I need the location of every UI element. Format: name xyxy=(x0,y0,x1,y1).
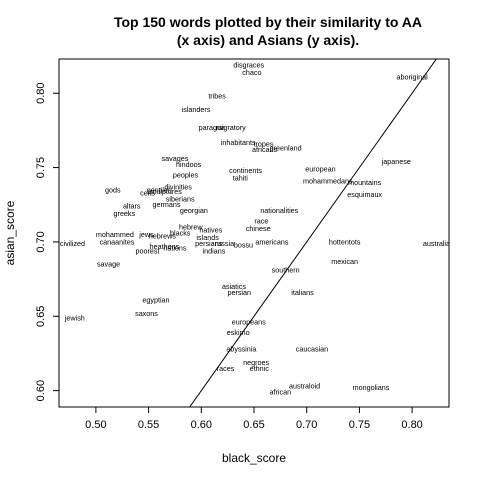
x-axis-title: black_score xyxy=(222,451,286,465)
point-label-natives: natives xyxy=(199,226,222,235)
point-label-asiatics: asiatics xyxy=(222,282,246,291)
point-label-russia: russia xyxy=(215,239,234,248)
y-axis-title: asian_score xyxy=(3,200,17,265)
point-label-european: european xyxy=(305,165,335,174)
point-label-italians: italians xyxy=(291,288,314,297)
point-label-mohammedans: mohammedans xyxy=(303,176,353,185)
x-tick-label: 0.80 xyxy=(401,419,422,431)
point-label-mexican: mexican xyxy=(331,257,358,266)
point-label-savage: savage xyxy=(97,260,120,269)
point-label-celts: celts xyxy=(140,188,155,197)
point-label-tahiti: tahiti xyxy=(233,173,249,182)
y-tick-label: 0.60 xyxy=(35,380,47,401)
point-label-americans: americans xyxy=(255,237,289,246)
point-label-tropes: tropes xyxy=(253,139,273,148)
point-label-islanders: islanders xyxy=(182,105,211,114)
point-label-caucasian: caucasian xyxy=(296,345,328,354)
x-tick-label: 0.75 xyxy=(349,419,370,431)
x-tick-label: 0.65 xyxy=(243,419,264,431)
point-label-hebrew: hebrew xyxy=(179,223,203,232)
point-label-japanese: japanese xyxy=(381,157,411,166)
point-label-australian: australian xyxy=(423,239,454,248)
point-label-georgian: georgian xyxy=(180,206,208,215)
point-label-greeks: greeks xyxy=(114,209,136,218)
point-label-greenland: greenland xyxy=(270,144,302,153)
x-axis: 0.50 0.55 0.60 0.65 0.70 0.75 0.80 xyxy=(85,406,423,431)
point-label-inhabitants: inhabitants xyxy=(221,138,256,147)
point-label-germans: germans xyxy=(153,200,181,209)
point-label-africans: africans xyxy=(252,145,278,154)
y-tick-label: 0.70 xyxy=(35,231,47,252)
point-label-jewish: jewish xyxy=(64,313,85,322)
point-label-saxons: saxons xyxy=(135,309,158,318)
x-tick-label: 0.70 xyxy=(296,419,317,431)
point-label-migratory: migratory xyxy=(216,123,246,132)
point-label-poorest: poorest xyxy=(136,246,160,255)
chart-title-line-2: (x axis) and Asians (y axis). xyxy=(177,32,359,48)
point-label-islands: islands xyxy=(196,233,219,242)
point-label-divinities: divinities xyxy=(164,182,192,191)
point-label-hindoos: hindoos xyxy=(176,160,202,169)
chart-title-line-1: Top 150 words plotted by their similarit… xyxy=(114,14,422,30)
point-label-blacks: blacks xyxy=(170,229,191,238)
x-tick-label: 0.60 xyxy=(191,419,212,431)
x-tick-label: 0.55 xyxy=(138,419,159,431)
point-label-african: african xyxy=(270,388,292,397)
point-label-gentiles: gentiles xyxy=(147,185,172,194)
point-label-bossu: bossu xyxy=(234,240,253,249)
point-label-siberians: siberians xyxy=(166,194,195,203)
x-tick-label: 0.50 xyxy=(85,419,106,431)
y-tick-label: 0.75 xyxy=(35,157,47,178)
point-label-mountains: mountains xyxy=(348,178,382,187)
point-label-egyptian: egyptian xyxy=(142,295,169,304)
point-label-abyssinia: abyssinia xyxy=(226,345,256,354)
point-label-hottentots: hottentots xyxy=(329,237,361,246)
y-axis: 0.60 0.65 0.70 0.75 0.80 xyxy=(35,82,60,401)
point-label-heathens: heathens xyxy=(150,242,180,251)
point-label-gods: gods xyxy=(105,185,121,194)
y-tick-label: 0.80 xyxy=(35,82,47,103)
point-label-sculptures: sculptures xyxy=(149,187,182,196)
point-label-canaanites: canaanites xyxy=(100,237,135,246)
reference-line xyxy=(189,59,437,407)
point-label-savages: savages xyxy=(162,154,189,163)
point-label-peoples: peoples xyxy=(173,171,199,180)
point-label-chinese: chinese xyxy=(246,224,271,233)
point-label-australoid: australoid xyxy=(289,382,320,391)
point-label-eskimo: eskimo xyxy=(227,328,250,337)
point-label-races: races xyxy=(217,364,235,373)
point-label-mongolians: mongolians xyxy=(353,383,390,392)
point-label-negroes: negroes xyxy=(243,358,269,367)
point-label-southern: southern xyxy=(272,266,300,275)
point-label-hebrews: hebrews xyxy=(149,231,177,240)
point-label-nations: nations xyxy=(163,243,187,252)
point-label-indians: indians xyxy=(203,246,226,255)
point-label-persian: persian xyxy=(227,288,251,297)
point-label-tribes: tribes xyxy=(208,92,226,101)
point-label-paragua: paragua xyxy=(199,123,225,132)
point-label-nationalities: nationalities xyxy=(260,206,298,215)
point-label-esquimaux: esquimaux xyxy=(347,190,382,199)
point-label-continents: continents xyxy=(229,166,262,175)
point-label-chaco: chaco xyxy=(242,68,261,77)
point-label-mohammed: mohammed xyxy=(96,230,134,239)
point-label-aboriginal: aboriginal xyxy=(397,72,429,81)
point-label-persians: persians xyxy=(195,239,223,248)
point-label-disgraces: disgraces xyxy=(233,60,264,69)
point-label-jews: jews xyxy=(138,230,154,239)
y-tick-label: 0.65 xyxy=(35,306,47,327)
point-label-race: race xyxy=(254,217,268,226)
point-label-uncivilized: uncivilized xyxy=(52,239,85,248)
point-label-europeans: europeans xyxy=(232,318,266,327)
point-label-ethnic: ethnic xyxy=(250,364,270,373)
point-label-altars: altars xyxy=(123,202,141,211)
